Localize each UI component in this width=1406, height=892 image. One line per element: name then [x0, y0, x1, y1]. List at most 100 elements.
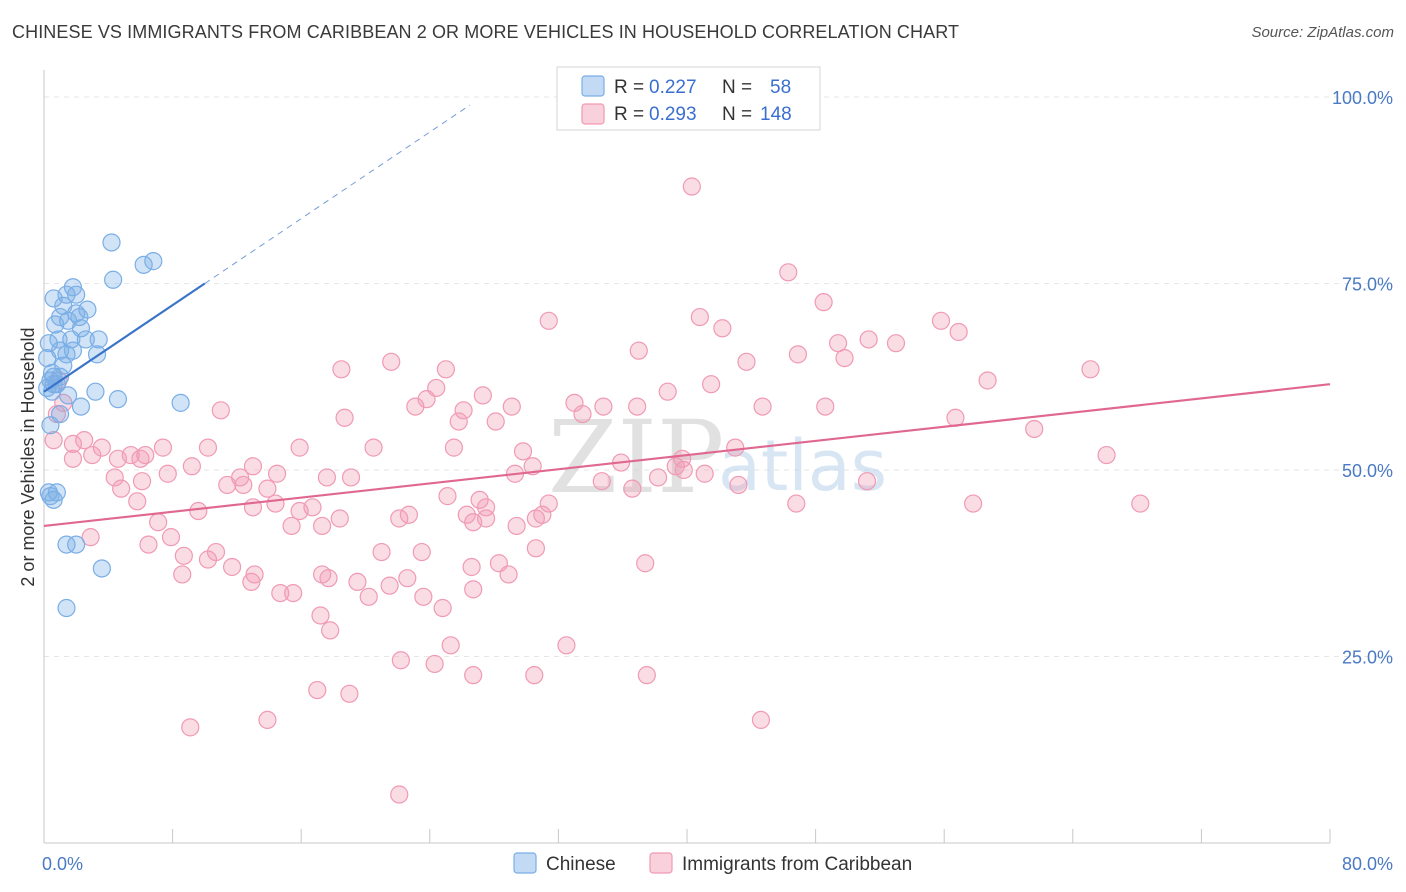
point-immigrants-from-caribbean — [473, 386, 492, 405]
point-chinese — [86, 382, 105, 401]
point-immigrants-from-caribbean — [814, 293, 833, 312]
x-tick-label-min: 0.0% — [42, 854, 83, 874]
point-immigrants-from-caribbean — [690, 307, 709, 327]
point-immigrants-from-caribbean — [198, 550, 218, 569]
point-immigrants-from-caribbean — [319, 569, 338, 588]
point-immigrants-from-caribbean — [139, 535, 158, 554]
point-immigrants-from-caribbean — [222, 557, 242, 577]
watermark-atlas: atlas — [718, 425, 887, 507]
point-immigrants-from-caribbean — [425, 654, 444, 674]
point-chinese — [46, 315, 65, 334]
point-immigrants-from-caribbean — [629, 341, 648, 360]
legend-r-caribbean: 0.293 — [649, 104, 697, 125]
point-chinese — [89, 330, 108, 349]
point-immigrants-from-caribbean — [364, 438, 383, 457]
point-chinese — [102, 233, 121, 252]
legend-n-label-chinese: N = — [722, 77, 752, 98]
point-immigrants-from-caribbean — [211, 401, 230, 420]
point-immigrants-from-caribbean — [372, 542, 391, 562]
point-immigrants-from-caribbean — [949, 322, 968, 342]
point-immigrants-from-caribbean — [859, 330, 878, 349]
legend-r-label-caribbean: R = — [614, 104, 644, 125]
point-immigrants-from-caribbean — [433, 598, 452, 618]
point-immigrants-from-caribbean — [454, 401, 473, 420]
point-chinese — [41, 416, 60, 435]
point-immigrants-from-caribbean — [112, 479, 131, 498]
point-immigrants-from-caribbean — [557, 636, 576, 655]
point-immigrants-from-caribbean — [412, 542, 431, 562]
point-immigrants-from-caribbean — [1131, 494, 1150, 513]
legend-n-chinese: 58 — [770, 77, 791, 98]
point-immigrants-from-caribbean — [341, 468, 361, 487]
point-immigrants-from-caribbean — [330, 509, 349, 528]
trend-extension-chinese — [204, 104, 471, 284]
bottom-legend-chinese: Chinese — [546, 854, 616, 875]
point-immigrants-from-caribbean — [779, 263, 798, 282]
data-points — [38, 177, 1150, 804]
point-immigrants-from-caribbean — [436, 360, 455, 379]
point-immigrants-from-caribbean — [218, 475, 237, 495]
point-immigrants-from-caribbean — [931, 311, 951, 330]
trend-line-chinese — [43, 282, 206, 393]
point-immigrants-from-caribbean — [1097, 445, 1116, 465]
point-immigrants-from-caribbean — [284, 583, 303, 603]
point-immigrants-from-caribbean — [753, 397, 772, 416]
point-immigrants-from-caribbean — [181, 718, 200, 737]
legend-r-label-chinese: R = — [614, 77, 644, 98]
point-chinese — [104, 270, 123, 289]
legend-n-caribbean: 148 — [760, 104, 792, 125]
point-immigrants-from-caribbean — [266, 494, 285, 513]
point-immigrants-from-caribbean — [131, 449, 150, 468]
y-tick-label: 25.0% — [1342, 648, 1393, 668]
point-immigrants-from-caribbean — [63, 449, 83, 468]
bottom-legend-swatch-caribbean — [649, 852, 673, 874]
legend-r-chinese: 0.227 — [649, 77, 697, 98]
point-chinese — [71, 397, 91, 416]
point-immigrants-from-caribbean — [44, 431, 63, 450]
point-immigrants-from-caribbean — [340, 684, 359, 703]
y-tick-label: 75.0% — [1342, 275, 1393, 295]
point-immigrants-from-caribbean — [658, 382, 677, 401]
point-chinese — [44, 367, 63, 386]
point-immigrants-from-caribbean — [438, 487, 457, 506]
point-immigrants-from-caribbean — [636, 554, 655, 573]
point-immigrants-from-caribbean — [398, 569, 417, 588]
point-chinese — [76, 330, 95, 349]
point-chinese — [92, 559, 111, 578]
point-immigrants-from-caribbean — [457, 505, 476, 524]
point-immigrants-from-caribbean — [737, 352, 756, 371]
point-chinese — [134, 255, 153, 274]
point-immigrants-from-caribbean — [290, 501, 309, 521]
point-immigrants-from-caribbean — [390, 509, 409, 528]
point-chinese — [57, 598, 76, 618]
chart-title: CHINESE VS IMMIGRANTS FROM CARIBBEAN 2 O… — [12, 22, 960, 42]
point-immigrants-from-caribbean — [198, 438, 218, 457]
legend-n-label-caribbean: N = — [722, 104, 752, 125]
point-immigrants-from-caribbean — [464, 513, 483, 532]
point-immigrants-from-caribbean — [525, 666, 544, 685]
point-immigrants-from-caribbean — [513, 442, 533, 461]
point-immigrants-from-caribbean — [695, 464, 714, 483]
point-immigrants-from-caribbean — [158, 464, 177, 483]
point-immigrants-from-caribbean — [267, 464, 287, 483]
point-immigrants-from-caribbean — [470, 490, 489, 509]
point-immigrants-from-caribbean — [628, 397, 647, 416]
point-immigrants-from-caribbean — [978, 371, 997, 390]
point-chinese — [57, 535, 76, 554]
point-immigrants-from-caribbean — [189, 501, 208, 521]
point-immigrants-from-caribbean — [348, 572, 367, 592]
point-immigrants-from-caribbean — [857, 472, 877, 491]
point-immigrants-from-caribbean — [242, 572, 261, 592]
point-immigrants-from-caribbean — [573, 404, 592, 424]
legend: R = 0.227 N = 58 R = 0.293 N = 148 — [556, 66, 821, 131]
point-immigrants-from-caribbean — [81, 528, 100, 547]
point-immigrants-from-caribbean — [414, 587, 433, 606]
point-immigrants-from-caribbean — [317, 468, 337, 487]
point-chinese — [67, 535, 86, 554]
point-immigrants-from-caribbean — [1081, 360, 1100, 379]
point-immigrants-from-caribbean — [108, 449, 128, 468]
legend-swatch-caribbean — [581, 103, 605, 125]
bottom-legend: Chinese Immigrants from Caribbean — [513, 852, 912, 875]
point-immigrants-from-caribbean — [83, 445, 102, 465]
